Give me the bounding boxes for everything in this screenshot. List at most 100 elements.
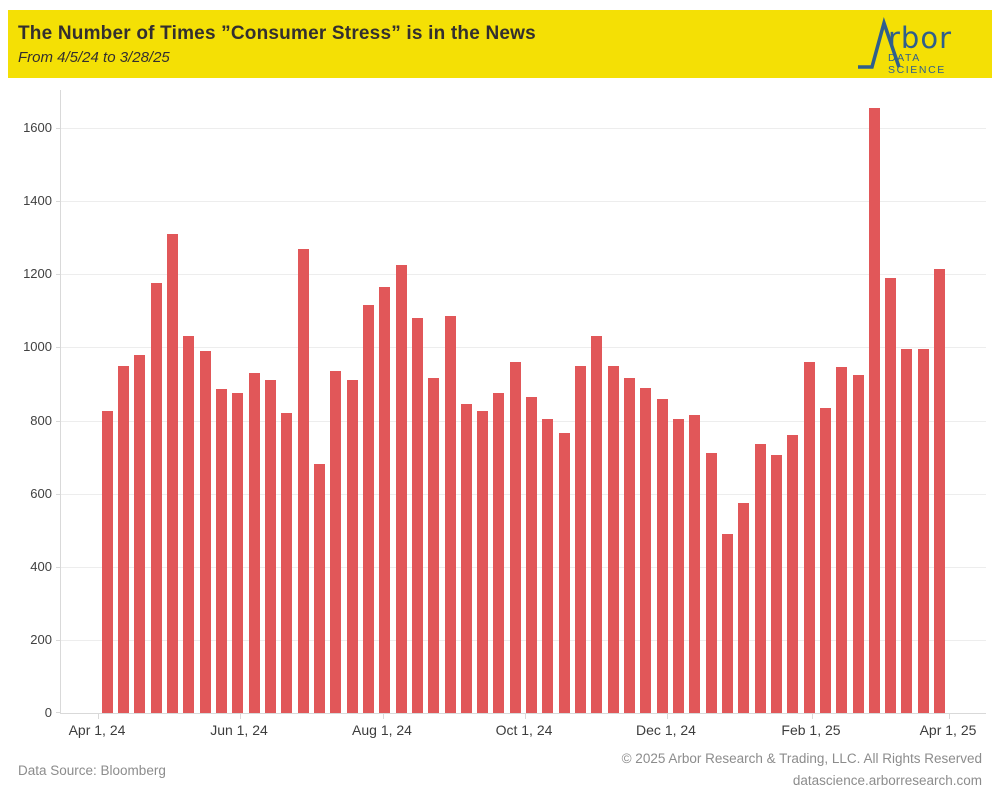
bar-week-aug-2-24[interactable] (379, 287, 391, 713)
chart-title: The Number of Times ”Consumer Stress” is… (18, 22, 536, 44)
bar-week-jan-24-25[interactable] (787, 435, 799, 713)
bar-week-apr-12-24[interactable] (118, 365, 130, 713)
bar-week-may-3-24[interactable] (167, 234, 179, 713)
bar-week-jul-26-24[interactable] (362, 305, 374, 713)
bar-week-may-24-24[interactable] (216, 389, 228, 713)
bar-week-aug-9-24[interactable] (395, 265, 407, 713)
bar-week-aug-23-24[interactable] (428, 378, 440, 713)
bar-week-sep-20-24[interactable] (493, 393, 505, 713)
y-axis-tick (56, 128, 61, 129)
y-axis-tick (56, 201, 61, 203)
bar-week-may-10-24[interactable] (183, 336, 195, 713)
bar-week-oct-18-24[interactable] (558, 433, 570, 713)
x-axis-tick (525, 713, 526, 719)
bar-week-jun-14-24[interactable] (265, 380, 276, 713)
plot-area (56, 90, 986, 719)
bar-week-dec-27-24[interactable] (721, 533, 733, 713)
y-axis-tick (56, 712, 61, 713)
bar-week-nov-22-24[interactable] (640, 387, 652, 713)
y-axis-tick-label: 1600 (23, 120, 52, 135)
bar-week-oct-25-24[interactable] (575, 365, 587, 713)
x-axis-tick-label: Feb 1, 25 (781, 722, 841, 738)
footer-right: © 2025 Arbor Research & Trading, LLC. Al… (622, 748, 982, 792)
chart-subtitle: From 4/5/24 to 3/28/25 (18, 48, 170, 66)
bar-week-sep-13-24[interactable] (477, 411, 489, 713)
y-axis-tick (56, 274, 61, 276)
logo-wordmark: rbor (888, 21, 952, 55)
x-axis-tick-label: Apr 1, 24 (68, 722, 126, 738)
y-axis-tick (56, 639, 61, 641)
bar-week-aug-30-24[interactable] (444, 316, 456, 713)
bar-week-nov-1-24[interactable] (591, 336, 603, 713)
bar-week-feb-28-25[interactable] (868, 107, 880, 713)
bar-week-sep-6-24[interactable] (460, 404, 472, 713)
y-axis-tick-label: 1400 (23, 193, 52, 209)
bar-week-jul-12-24[interactable] (330, 371, 342, 713)
bar-week-feb-14-25[interactable] (836, 367, 848, 713)
bar-week-mar-7-25[interactable] (885, 277, 897, 713)
bar-week-feb-7-25[interactable] (819, 407, 831, 713)
x-axis-tick-label: Apr 1, 25 (919, 722, 977, 738)
y-axis-tick-label: 400 (30, 558, 52, 574)
gridline (61, 493, 986, 495)
bar-week-jul-19-24[interactable] (346, 380, 358, 713)
bar-week-nov-8-24[interactable] (607, 365, 619, 713)
bar-week-jan-31-25[interactable] (803, 362, 815, 713)
bar-week-oct-11-24[interactable] (542, 418, 554, 713)
bar-week-nov-29-24[interactable] (656, 398, 668, 713)
logo-tagline: DATA SCIENCE (888, 52, 946, 76)
y-axis-tick (56, 347, 61, 349)
bar-week-dec-13-24[interactable] (689, 415, 701, 713)
bar-week-apr-19-24[interactable] (134, 354, 146, 713)
bar-week-mar-28-25[interactable] (934, 268, 946, 713)
copyright-note: © 2025 Arbor Research & Trading, LLC. Al… (621, 751, 982, 766)
gridline (61, 128, 986, 129)
y-axis-tick-label: 1000 (23, 339, 52, 355)
bar-week-jun-28-24[interactable] (297, 248, 309, 713)
bar-week-jun-21-24[interactable] (281, 413, 293, 713)
bar-week-jun-7-24[interactable] (248, 372, 260, 713)
header-text: The Number of Times ”Consumer Stress” is… (18, 23, 536, 66)
y-axis-tick (56, 420, 61, 422)
arbor-lambda-icon (858, 17, 901, 69)
x-axis-tick (949, 713, 950, 719)
y-axis-tick-label: 600 (30, 485, 52, 501)
x-axis-tick (667, 713, 668, 719)
bar-week-apr-26-24[interactable] (150, 283, 162, 713)
bar-week-sep-27-24[interactable] (509, 362, 521, 713)
arbor-logo: rbor DATA SCIENCE (856, 17, 978, 76)
bar-week-feb-21-25[interactable] (852, 374, 864, 713)
data-source-note: Data Source: Bloomberg (18, 763, 166, 778)
logo-text: rbor DATA SCIENCE (888, 21, 978, 77)
bar-week-jan-17-25[interactable] (770, 455, 782, 713)
bar-week-may-17-24[interactable] (199, 351, 211, 713)
bar-week-apr-5-24[interactable] (101, 411, 113, 713)
y-axis-tick (56, 493, 61, 495)
bar-week-mar-21-25[interactable] (917, 349, 929, 713)
header-banner: The Number of Times ”Consumer Stress” is… (8, 10, 992, 78)
bar-week-jul-5-24[interactable] (313, 464, 325, 713)
bar-week-may-31-24[interactable] (232, 393, 244, 713)
x-axis-tick-label: Jun 1, 24 (210, 722, 268, 738)
bar-week-nov-15-24[interactable] (624, 378, 636, 713)
x-axis-tick-label: Dec 1, 24 (636, 722, 696, 738)
gridline (61, 347, 986, 349)
bar-week-mar-14-25[interactable] (901, 349, 913, 713)
x-axis-tick (383, 713, 384, 719)
bar-week-dec-20-24[interactable] (705, 453, 717, 713)
y-axis-tick-label: 1200 (23, 266, 52, 282)
y-axis-tick-label: 200 (30, 631, 52, 647)
website-url[interactable]: datascience.arborresearch.com (792, 773, 982, 788)
y-axis-tick-label: 0 (44, 705, 52, 720)
bar-week-oct-4-24[interactable] (526, 396, 538, 713)
bar-week-aug-16-24[interactable] (411, 318, 423, 713)
x-axis-tick (812, 713, 813, 719)
bar-week-dec-6-24[interactable] (673, 418, 684, 713)
gridline (61, 639, 986, 641)
bar-week-jan-10-25[interactable] (754, 444, 766, 713)
bar-week-jan-3-25[interactable] (738, 502, 750, 713)
x-axis-tick-label: Aug 1, 24 (352, 722, 412, 738)
gridline (61, 274, 986, 276)
x-axis-tick (240, 713, 241, 719)
